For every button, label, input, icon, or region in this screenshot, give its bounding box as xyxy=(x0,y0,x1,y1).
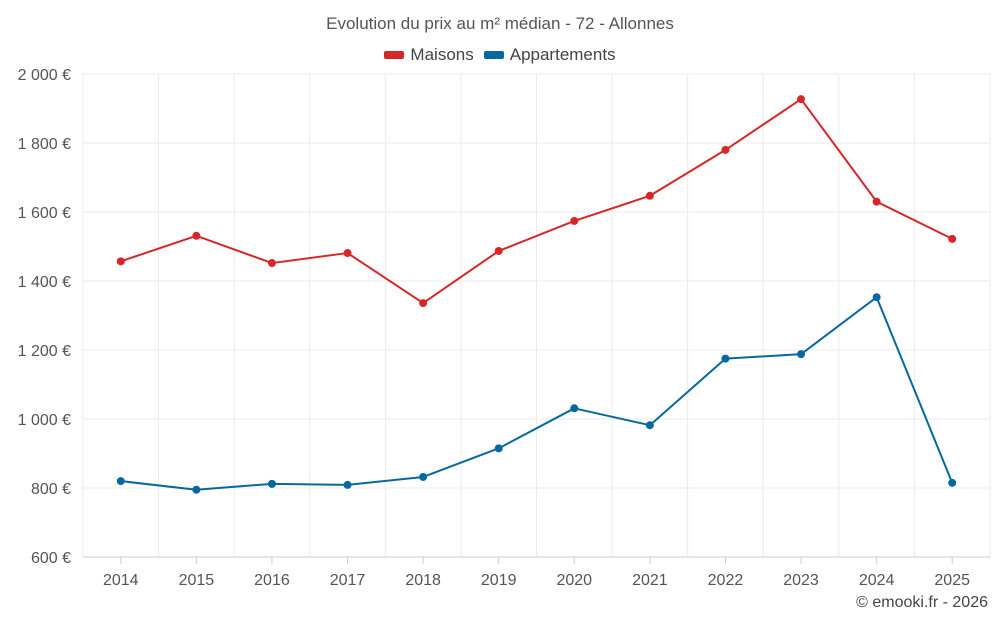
axes: 600 € 800 € 1 000 € 1 200 € 1 400 € 1 600 € 1 … xyxy=(18,67,990,589)
legend-item-maisons[interactable]: Maisons xyxy=(384,45,474,65)
x-tick-label: 2014 xyxy=(103,572,139,589)
data-point-maisons[interactable] xyxy=(494,246,503,255)
x-tick-label: 2025 xyxy=(934,572,970,589)
series-line-appartements xyxy=(120,296,954,491)
y-tick-label: 1 200 € xyxy=(18,343,71,360)
data-point-maisons[interactable] xyxy=(570,216,579,225)
y-tick-label: 800 € xyxy=(31,481,71,498)
x-tick-label: 2020 xyxy=(556,572,592,589)
x-tick-label: 2017 xyxy=(330,572,366,589)
data-point-maisons[interactable] xyxy=(116,257,125,266)
data-point-appartements[interactable] xyxy=(948,478,957,487)
legend-item-appartements[interactable]: Appartements xyxy=(483,45,616,65)
x-tick-label: 2024 xyxy=(859,572,895,589)
data-point-appartements[interactable] xyxy=(721,354,730,363)
x-tick-label: 2022 xyxy=(708,572,744,589)
x-tick-label: 2021 xyxy=(632,572,668,589)
data-point-maisons[interactable] xyxy=(948,234,957,243)
x-tick-label: 2015 xyxy=(179,572,215,589)
grid xyxy=(82,73,991,558)
y-tick-label: 1 800 € xyxy=(18,136,71,153)
y-tick-label: 1 400 € xyxy=(18,274,71,291)
data-point-appartements[interactable] xyxy=(570,404,579,413)
data-point-appartements[interactable] xyxy=(494,444,503,453)
legend: Maisons Appartements xyxy=(0,45,1000,65)
data-point-maisons[interactable] xyxy=(645,191,654,200)
legend-swatch-maisons xyxy=(384,51,405,59)
data-point-maisons[interactable] xyxy=(343,249,352,258)
data-point-appartements[interactable] xyxy=(267,479,276,488)
series-line-maisons xyxy=(120,98,953,305)
x-tick-label: 2023 xyxy=(783,572,819,589)
data-point-maisons[interactable] xyxy=(419,299,428,308)
chart-title: Evolution du prix au m² médian - 72 - Al… xyxy=(326,14,674,33)
credit-text: © emooki.fr - 2026 xyxy=(856,594,988,611)
data-point-maisons[interactable] xyxy=(192,231,201,240)
y-tick-label: 1 000 € xyxy=(18,412,71,429)
legend-label-appartements: Appartements xyxy=(509,45,616,64)
data-point-appartements[interactable] xyxy=(645,421,654,430)
data-point-appartements[interactable] xyxy=(192,485,201,494)
data-point-maisons[interactable] xyxy=(267,259,276,268)
series-group xyxy=(116,95,957,494)
data-point-maisons[interactable] xyxy=(872,197,881,206)
data-point-appartements[interactable] xyxy=(343,480,352,489)
y-tick-label: 600 € xyxy=(31,550,71,567)
data-point-appartements[interactable] xyxy=(797,350,806,359)
y-tick-label: 2 000 € xyxy=(18,67,71,84)
data-point-appartements[interactable] xyxy=(419,472,428,481)
data-point-maisons[interactable] xyxy=(797,95,806,104)
x-tick-label: 2019 xyxy=(481,572,517,589)
x-tick-label: 2016 xyxy=(254,572,290,589)
data-point-appartements[interactable] xyxy=(872,293,881,302)
data-point-appartements[interactable] xyxy=(116,477,125,486)
y-tick-label: 1 600 € xyxy=(18,205,71,222)
data-point-maisons[interactable] xyxy=(721,145,730,154)
legend-label-maisons: Maisons xyxy=(410,45,474,64)
legend-swatch-appartements xyxy=(483,51,504,59)
x-tick-label: 2018 xyxy=(405,572,441,589)
